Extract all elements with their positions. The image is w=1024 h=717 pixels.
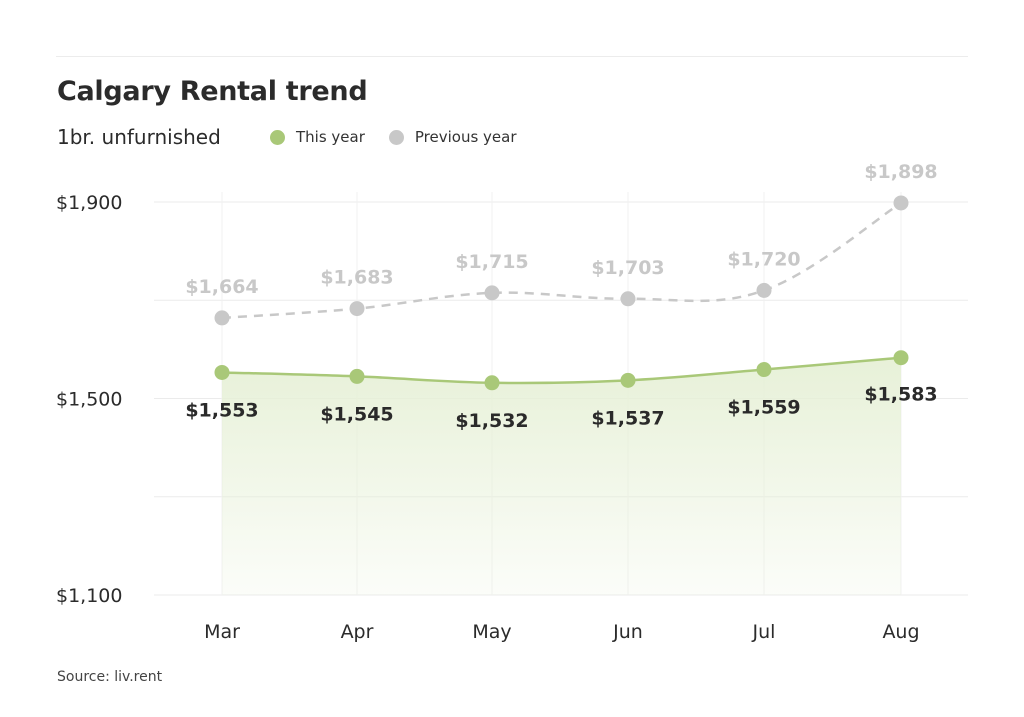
this-year-data-label: $1,537: [591, 407, 664, 429]
x-tick-label: Apr: [341, 621, 374, 643]
this-year-line: [221, 356, 902, 385]
x-tick-label: May: [472, 621, 511, 643]
previous-year-data-label: $1,898: [864, 161, 937, 183]
previous-year-data-label: $1,703: [591, 257, 664, 279]
previous-year-data-label: $1,720: [727, 248, 800, 270]
this-year-data-label: $1,545: [320, 403, 393, 425]
this-year-point: [214, 364, 230, 380]
y-tick-label: $1,900: [56, 192, 122, 214]
this-year-point: [893, 350, 909, 366]
previous-year-point: [214, 310, 230, 326]
legend-label-this-year: This year: [296, 128, 365, 146]
legend-dot-previous-year: [388, 129, 404, 145]
legend-item-this-year: This year: [270, 128, 365, 146]
previous-year-point: [893, 195, 909, 211]
chart-title: Calgary Rental trend: [57, 76, 368, 107]
x-tick-label: Mar: [204, 621, 240, 643]
this-year-point: [756, 362, 772, 378]
this-year-data-label: $1,553: [185, 399, 258, 421]
y-tick-label: $1,500: [56, 389, 122, 411]
this-year-point: [349, 368, 365, 384]
previous-year-data-label: $1,664: [185, 276, 258, 298]
this-year-area: [222, 357, 901, 595]
top-divider: [56, 56, 968, 57]
this-year-data-label: $1,559: [727, 397, 800, 419]
this-year-point: [620, 372, 636, 388]
previous-year-line: [221, 201, 902, 320]
legend-label-previous-year: Previous year: [414, 128, 517, 146]
x-tick-label: Aug: [882, 621, 919, 643]
previous-year-data-label: $1,683: [320, 267, 393, 289]
previous-year-point: [349, 301, 365, 317]
legend-item-previous-year: Previous year: [388, 128, 517, 146]
this-year-data-label: $1,532: [455, 410, 528, 432]
x-tick-label: Jul: [752, 621, 776, 643]
source-note: Source: liv.rent: [57, 669, 163, 685]
this-year-point: [484, 375, 500, 391]
previous-year-point: [620, 291, 636, 307]
legend-dot-this-year: [270, 129, 285, 145]
previous-year-data-label: $1,715: [455, 251, 528, 273]
x-tick-label: Jun: [612, 621, 643, 643]
chart-subtitle: 1br. unfurnished: [57, 125, 221, 149]
previous-year-point: [484, 285, 500, 301]
chart-legend: This year Previous year: [270, 128, 541, 146]
this-year-data-label: $1,583: [864, 384, 937, 406]
y-tick-label: $1,100: [56, 585, 122, 607]
previous-year-point: [756, 282, 772, 298]
